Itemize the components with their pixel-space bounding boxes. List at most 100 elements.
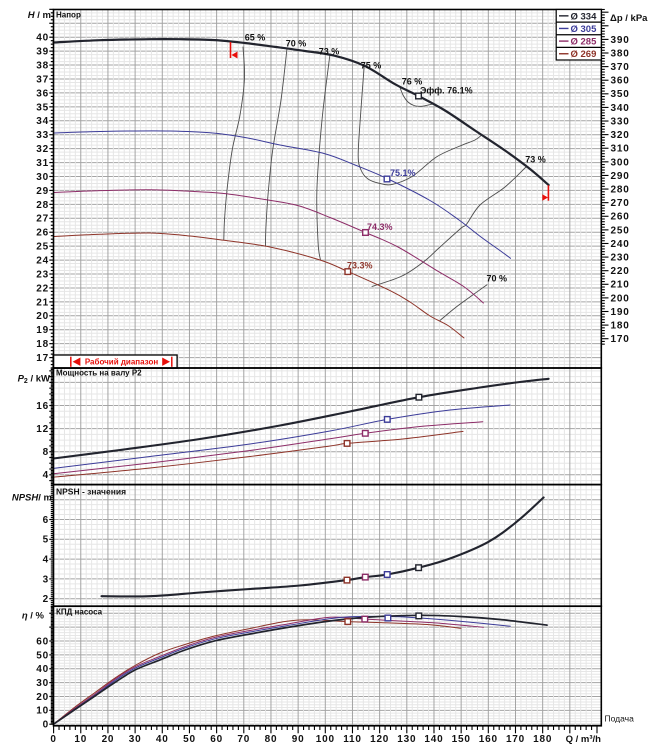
svg-text:340: 340 — [611, 103, 630, 114]
svg-text:320: 320 — [611, 130, 630, 141]
svg-text:170: 170 — [611, 334, 630, 345]
svg-text:20: 20 — [102, 734, 115, 745]
svg-text:80: 80 — [265, 734, 278, 745]
svg-text:73.3%: 73.3% — [347, 261, 373, 271]
svg-text:Напор: Напор — [56, 11, 81, 20]
svg-text:8: 8 — [43, 447, 49, 458]
svg-text:73 %: 73 % — [525, 155, 546, 165]
svg-text:28: 28 — [36, 200, 49, 211]
svg-text:Q / m³/h: Q / m³/h — [566, 734, 602, 745]
svg-text:23: 23 — [36, 269, 49, 280]
svg-text:40: 40 — [36, 664, 49, 675]
svg-text:5: 5 — [43, 535, 49, 546]
svg-text:280: 280 — [611, 184, 630, 195]
svg-text:Ø 334: Ø 334 — [571, 11, 598, 22]
svg-text:3: 3 — [43, 574, 49, 585]
svg-text:260: 260 — [611, 212, 630, 223]
svg-text:36: 36 — [36, 88, 49, 99]
svg-text:33: 33 — [36, 130, 49, 141]
svg-text:Эфф. 76.1%: Эфф. 76.1% — [420, 85, 473, 95]
svg-text:50: 50 — [36, 650, 49, 661]
svg-text:38: 38 — [36, 60, 49, 71]
svg-text:70 %: 70 % — [486, 274, 507, 284]
svg-text:40: 40 — [156, 734, 169, 745]
svg-text:26: 26 — [36, 228, 49, 239]
svg-text:73 %: 73 % — [319, 47, 340, 57]
svg-text:4: 4 — [43, 470, 49, 481]
svg-text:0: 0 — [50, 734, 56, 745]
svg-text:390: 390 — [611, 35, 630, 46]
svg-text:110: 110 — [343, 734, 362, 745]
svg-text:65 %: 65 % — [245, 33, 266, 43]
svg-text:70 %: 70 % — [286, 39, 307, 49]
svg-text:17: 17 — [36, 353, 49, 364]
svg-text:20: 20 — [36, 692, 49, 703]
svg-text:21: 21 — [36, 297, 49, 308]
svg-text:NPSH - значения: NPSH - значения — [56, 486, 126, 496]
svg-text:330: 330 — [611, 116, 630, 127]
svg-text:32: 32 — [36, 144, 49, 155]
svg-text:η / %: η / % — [22, 611, 45, 622]
svg-text:Подача: Подача — [605, 713, 635, 723]
svg-text:160: 160 — [479, 734, 498, 745]
svg-text:P2 / kW: P2 / kW — [18, 374, 50, 386]
svg-text:6: 6 — [43, 515, 49, 526]
svg-text:0: 0 — [43, 720, 49, 731]
svg-text:180: 180 — [611, 321, 630, 332]
svg-text:60: 60 — [36, 636, 49, 647]
svg-text:КПД насоса: КПД насоса — [56, 608, 103, 617]
svg-text:12: 12 — [36, 424, 49, 435]
svg-text:Мощность на валу P2: Мощность на валу P2 — [56, 369, 142, 378]
svg-text:18: 18 — [36, 339, 49, 350]
svg-text:130: 130 — [397, 734, 416, 745]
svg-text:200: 200 — [611, 293, 630, 304]
svg-text:16: 16 — [36, 401, 49, 412]
svg-text:270: 270 — [611, 198, 630, 209]
svg-text:190: 190 — [611, 307, 630, 318]
svg-text:24: 24 — [36, 255, 49, 266]
svg-text:74.3%: 74.3% — [367, 222, 393, 232]
svg-text:150: 150 — [452, 734, 471, 745]
svg-text:250: 250 — [611, 225, 630, 236]
svg-text:140: 140 — [424, 734, 443, 745]
svg-text:360: 360 — [611, 76, 630, 87]
svg-text:40: 40 — [36, 33, 49, 44]
svg-text:170: 170 — [506, 734, 525, 745]
svg-text:310: 310 — [611, 144, 630, 155]
svg-text:380: 380 — [611, 48, 630, 59]
svg-text:4: 4 — [43, 555, 49, 566]
svg-text:20: 20 — [36, 311, 49, 322]
svg-text:100: 100 — [316, 734, 335, 745]
svg-text:76 %: 76 % — [402, 77, 423, 87]
svg-text:25: 25 — [36, 242, 49, 253]
svg-text:22: 22 — [36, 283, 49, 294]
svg-text:30: 30 — [36, 172, 49, 183]
svg-text:Рабочий диапазон: Рабочий диапазон — [85, 358, 159, 367]
svg-text:34: 34 — [36, 116, 49, 127]
svg-text:60: 60 — [210, 734, 223, 745]
svg-text:Ø 285: Ø 285 — [571, 37, 598, 48]
svg-text:37: 37 — [36, 74, 49, 85]
svg-text:H / m: H / m — [28, 10, 51, 21]
svg-text:370: 370 — [611, 62, 630, 73]
svg-text:240: 240 — [611, 239, 630, 250]
svg-text:75.1%: 75.1% — [390, 168, 416, 178]
svg-text:39: 39 — [36, 47, 49, 58]
svg-text:29: 29 — [36, 186, 49, 197]
svg-text:210: 210 — [611, 280, 630, 291]
svg-text:290: 290 — [611, 171, 630, 182]
svg-text:220: 220 — [611, 266, 630, 277]
svg-text:30: 30 — [36, 678, 49, 689]
svg-text:10: 10 — [74, 734, 87, 745]
svg-text:120: 120 — [370, 734, 389, 745]
svg-text:Ø 305: Ø 305 — [571, 24, 598, 35]
svg-text:NPSH/ m: NPSH/ m — [12, 493, 52, 504]
svg-text:70: 70 — [237, 734, 250, 745]
svg-text:230: 230 — [611, 252, 630, 263]
svg-text:90: 90 — [292, 734, 305, 745]
svg-text:31: 31 — [36, 158, 49, 169]
svg-text:300: 300 — [611, 157, 630, 168]
svg-text:27: 27 — [36, 214, 49, 225]
svg-text:19: 19 — [36, 325, 49, 336]
svg-text:10: 10 — [36, 706, 49, 717]
